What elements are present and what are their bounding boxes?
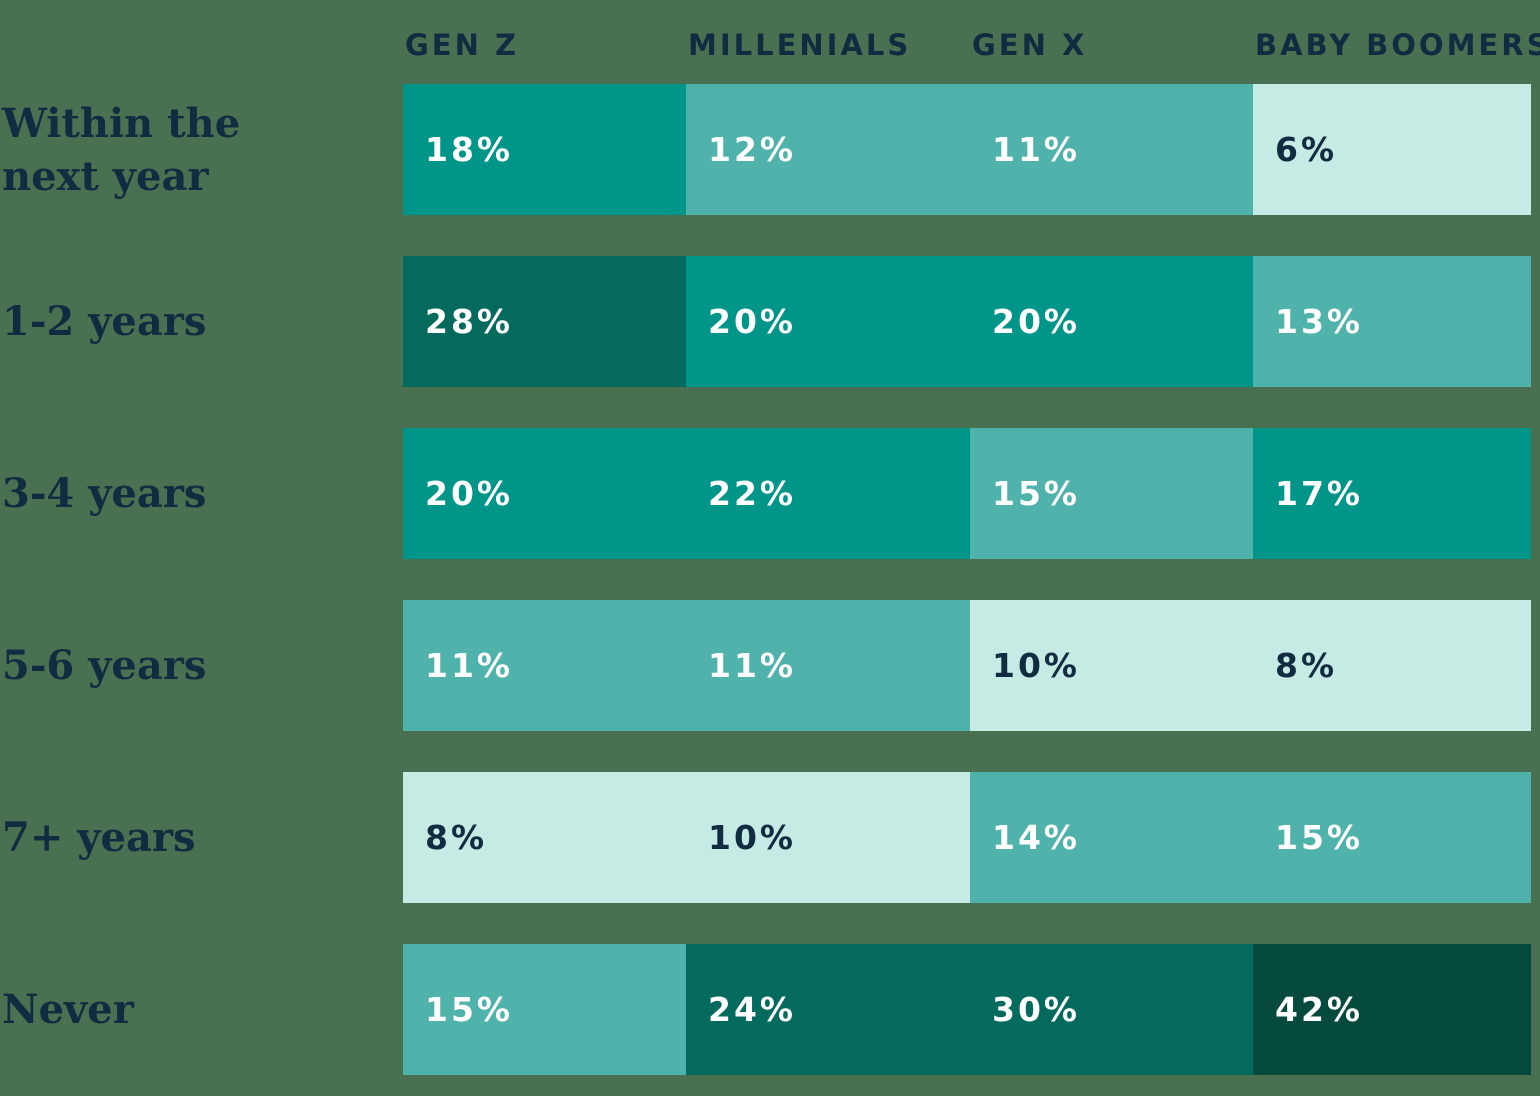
heatmap-cell: 20% xyxy=(970,256,1253,387)
row-label: Never xyxy=(0,944,403,1075)
heatmap-cell: 15% xyxy=(970,428,1253,559)
heatmap-cell: 17% xyxy=(1253,428,1531,559)
heatmap-cell: 13% xyxy=(1253,256,1531,387)
row-label: 7+ years xyxy=(0,772,403,903)
heatmap-cell: 10% xyxy=(686,772,970,903)
table-row-1-2-years: 1-2 years 28% 20% 20% 13% xyxy=(0,256,1540,387)
heatmap-cell: 8% xyxy=(1253,600,1531,731)
heatmap-cell: 15% xyxy=(1253,772,1531,903)
heatmap-cell: 10% xyxy=(970,600,1253,731)
heatmap-cell: 11% xyxy=(970,84,1253,215)
header-spacer xyxy=(0,0,403,84)
header-row: GEN Z MILLENIALS GEN X BABY BOOMERS xyxy=(0,0,1540,84)
row-label-text: Never xyxy=(2,986,134,1033)
heatmap-cell: 18% xyxy=(403,84,686,215)
column-header-millenials: MILLENIALS xyxy=(688,28,912,62)
heatmap-cell: 22% xyxy=(686,428,970,559)
heatmap-cell: 12% xyxy=(686,84,970,215)
heatmap-cell: 20% xyxy=(686,256,970,387)
heatmap-cell: 30% xyxy=(970,944,1253,1075)
heatmap-cell: 24% xyxy=(686,944,970,1075)
row-label: Within the next year xyxy=(0,84,403,215)
heatmap-cell: 11% xyxy=(403,600,686,731)
row-label-text: Within the next year xyxy=(2,99,241,200)
table-row-7-plus-years: 7+ years 8% 10% 14% 15% xyxy=(0,772,1540,903)
table-row-never: Never 15% 24% 30% 42% xyxy=(0,944,1540,1075)
heatmap-cell: 14% xyxy=(970,772,1253,903)
heatmap-cell: 8% xyxy=(403,772,686,903)
row-label-text: 1-2 years xyxy=(2,298,207,345)
heatmap-cell: 42% xyxy=(1253,944,1531,1075)
row-label-text: 3-4 years xyxy=(2,470,207,517)
row-label: 3-4 years xyxy=(0,428,403,559)
heatmap-cell: 28% xyxy=(403,256,686,387)
heatmap-cell: 6% xyxy=(1253,84,1531,215)
heatmap-cell: 15% xyxy=(403,944,686,1075)
column-header-gen-x: GEN X xyxy=(972,28,1088,62)
table-row-3-4-years: 3-4 years 20% 22% 15% 17% xyxy=(0,428,1540,559)
heatmap-cell: 20% xyxy=(403,428,686,559)
row-label-text: 7+ years xyxy=(2,814,196,861)
table-row-within-next-year: Within the next year 18% 12% 11% 6% xyxy=(0,84,1540,215)
column-header-baby-boomers: BABY BOOMERS xyxy=(1255,28,1540,62)
column-header-gen-z: GEN Z xyxy=(405,28,520,62)
row-label: 1-2 years xyxy=(0,256,403,387)
table-row-5-6-years: 5-6 years 11% 11% 10% 8% xyxy=(0,600,1540,731)
row-label-text: 5-6 years xyxy=(2,642,207,689)
row-label: 5-6 years xyxy=(0,600,403,731)
heatmap-cell: 11% xyxy=(686,600,970,731)
